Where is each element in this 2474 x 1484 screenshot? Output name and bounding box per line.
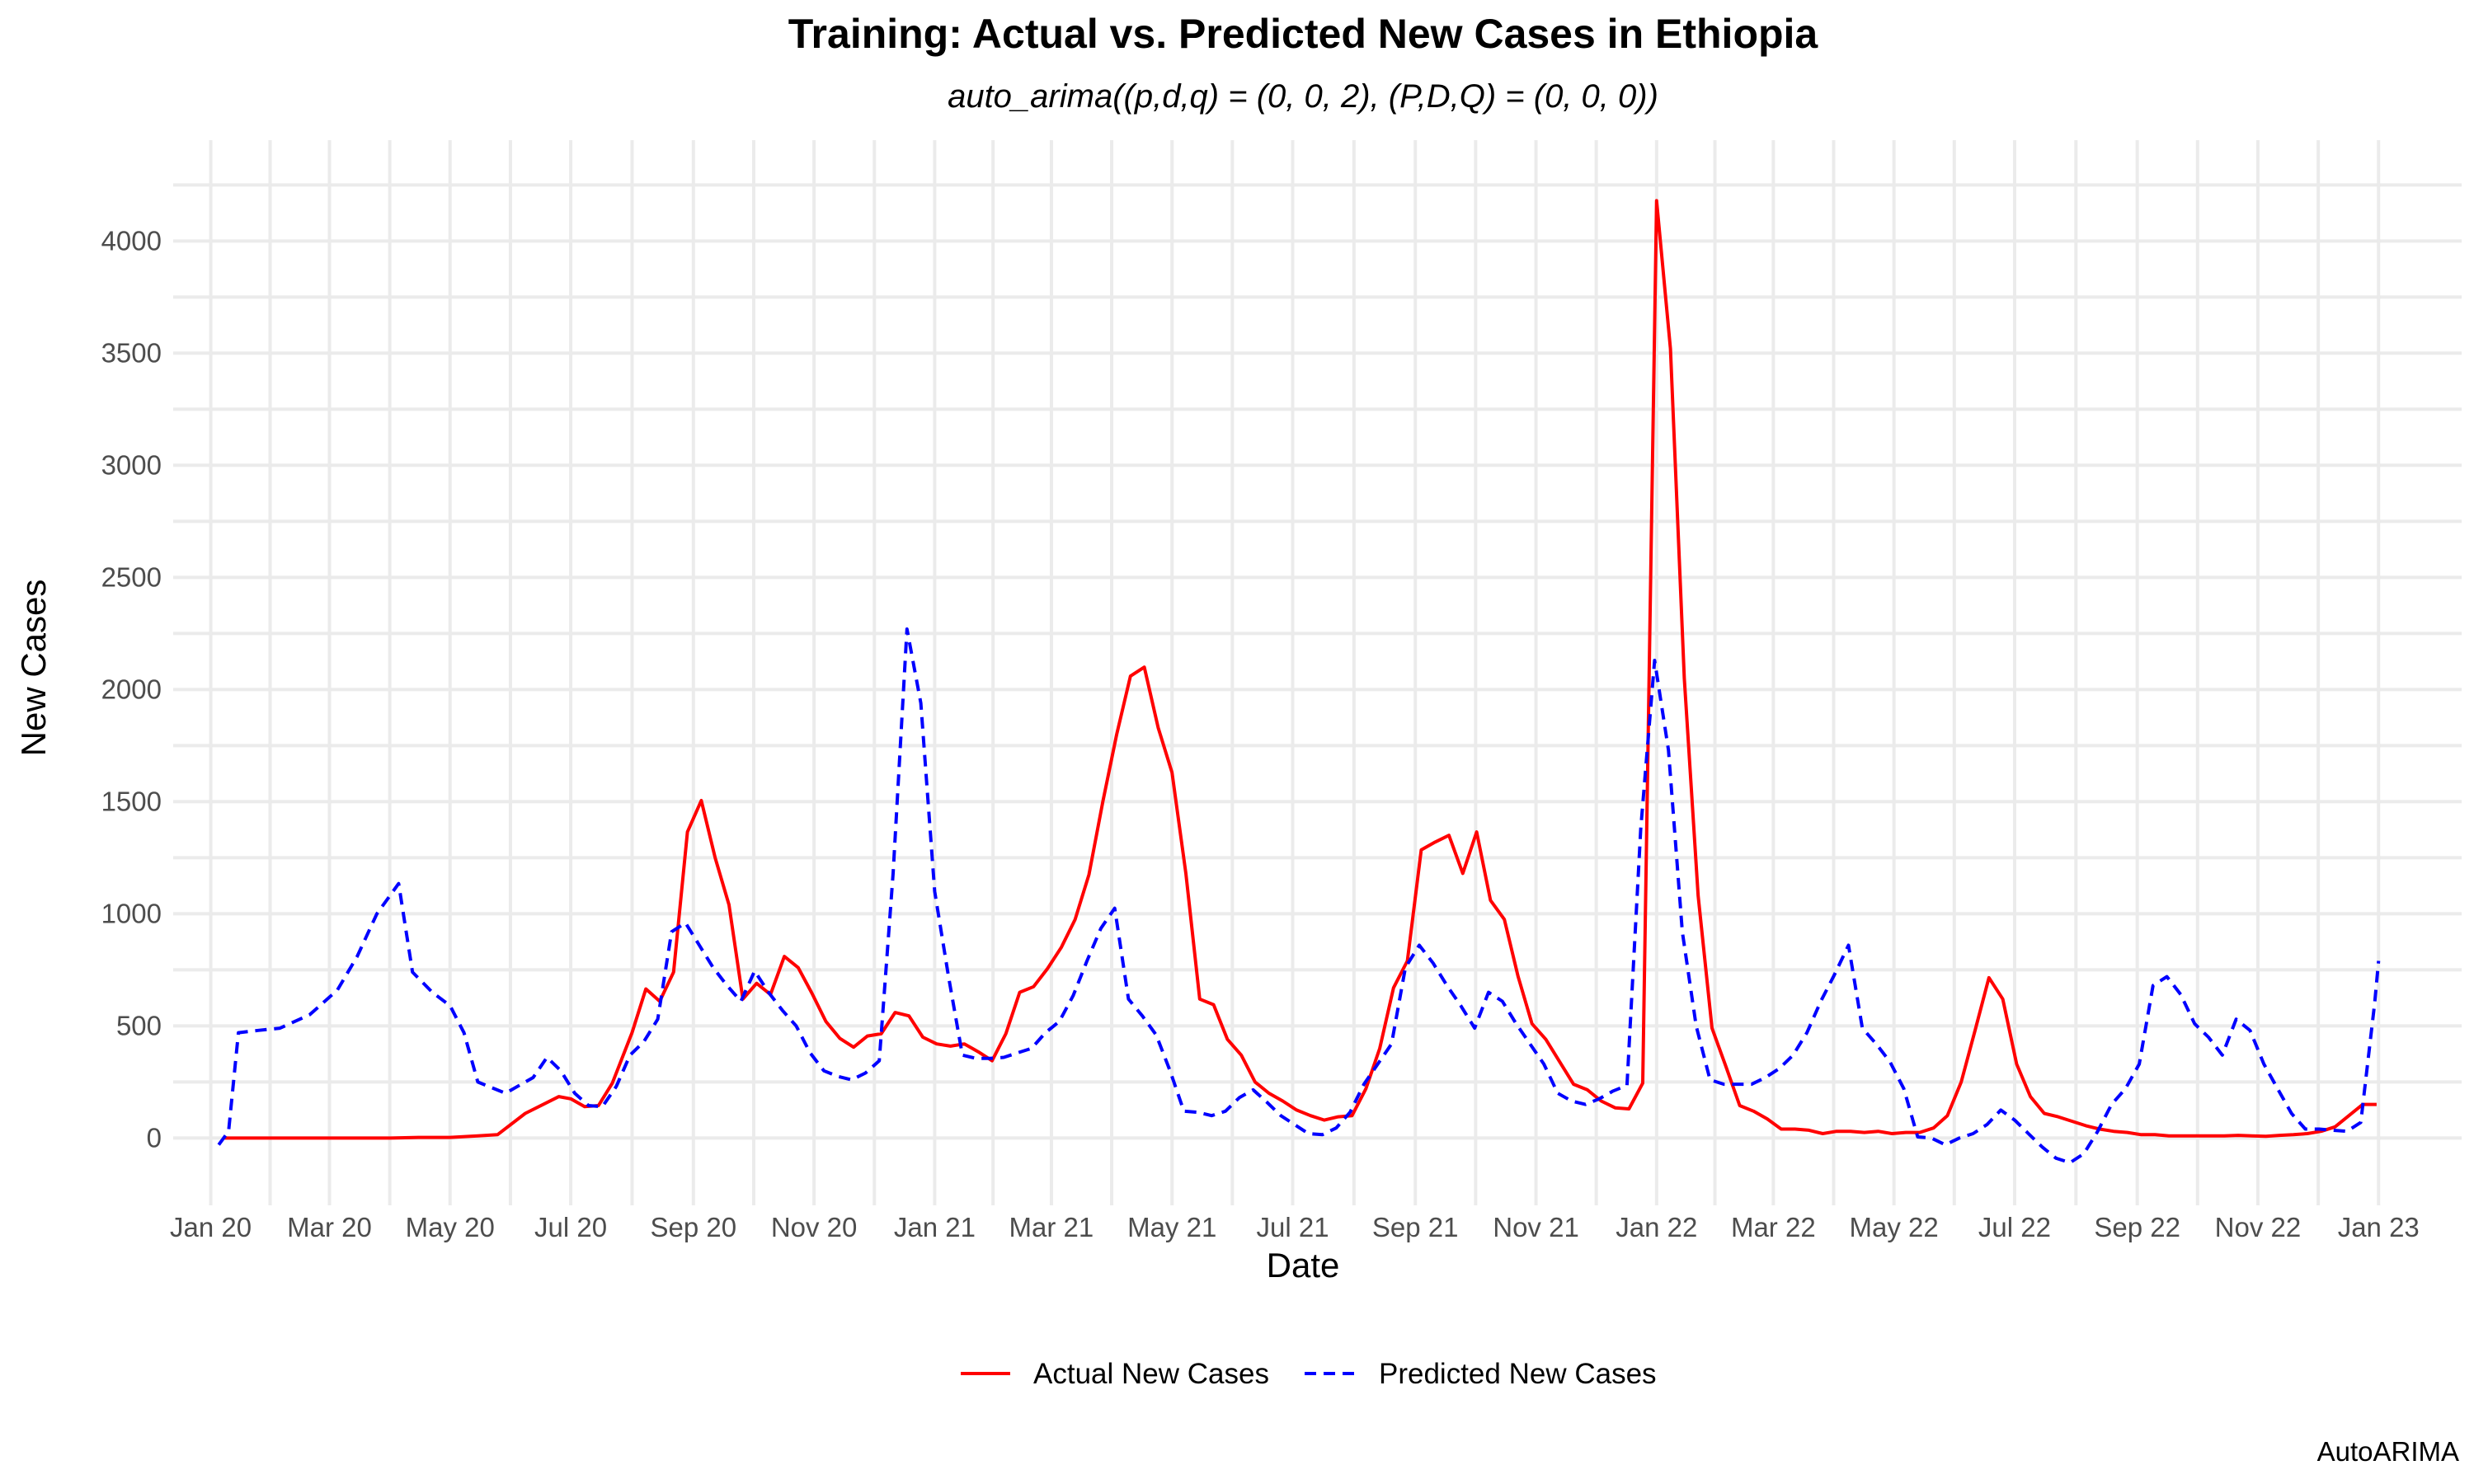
series-line-predicted — [217, 627, 2381, 1165]
y-axis-tick-labels: 0 500 1000 1500 2000 2500 3000 3500 4000 — [101, 225, 162, 1153]
y-tick-label: 1000 — [101, 898, 162, 928]
x-tick-label: May 21 — [1127, 1212, 1216, 1242]
x-tick-label: Mar 20 — [287, 1212, 372, 1242]
x-tick-label: Mar 22 — [1731, 1212, 1816, 1242]
series-line-actual — [224, 199, 2377, 1140]
x-tick-label: May 22 — [1850, 1212, 1939, 1242]
x-tick-label: Jul 22 — [1978, 1212, 2051, 1242]
x-tick-label: Jan 20 — [170, 1212, 252, 1242]
y-tick-label: 500 — [116, 1010, 162, 1040]
caption: AutoARIMA — [2317, 1436, 2459, 1467]
x-axis-title: Date — [1267, 1246, 1340, 1284]
legend: Actual New Cases Predicted New Cases — [961, 1358, 1657, 1390]
x-tick-label: Sep 22 — [2094, 1212, 2180, 1242]
x-tick-label: Nov 20 — [771, 1212, 858, 1242]
y-axis-title: New Cases — [14, 580, 53, 757]
chart-title: Training: Actual vs. Predicted New Cases… — [788, 11, 1819, 57]
x-tick-label: Jul 20 — [534, 1212, 607, 1242]
series-lines — [217, 199, 2381, 1165]
x-tick-label: Sep 21 — [1372, 1212, 1459, 1242]
y-tick-label: 3500 — [101, 337, 162, 368]
chart-subtitle: auto_arima((p,d,q) = (0, 0, 2), (P,D,Q) … — [948, 78, 1658, 115]
gridlines — [173, 140, 2462, 1205]
x-axis-tick-labels: Jan 20 Mar 20 May 20 Jul 20 Sep 20 Nov 20 Jan … — [170, 1212, 2420, 1242]
x-tick-label: Nov 22 — [2215, 1212, 2302, 1242]
x-tick-label: Jan 21 — [894, 1212, 976, 1242]
legend-label-actual: Actual New Cases — [1033, 1358, 1269, 1390]
y-tick-label: 2000 — [101, 674, 162, 704]
y-tick-label: 1500 — [101, 786, 162, 816]
x-tick-label: Jul 21 — [1256, 1212, 1329, 1242]
x-tick-label: May 20 — [406, 1212, 495, 1242]
legend-label-predicted: Predicted New Cases — [1379, 1358, 1657, 1390]
y-tick-label: 4000 — [101, 225, 162, 256]
x-tick-label: Jan 22 — [1616, 1212, 1697, 1242]
y-tick-label: 2500 — [101, 561, 162, 592]
x-tick-label: Nov 21 — [1493, 1212, 1579, 1242]
x-tick-label: Mar 21 — [1009, 1212, 1094, 1242]
y-tick-label: 0 — [147, 1122, 162, 1153]
y-tick-label: 3000 — [101, 449, 162, 480]
x-tick-label: Sep 20 — [650, 1212, 736, 1242]
x-tick-label: Jan 23 — [2338, 1212, 2420, 1242]
